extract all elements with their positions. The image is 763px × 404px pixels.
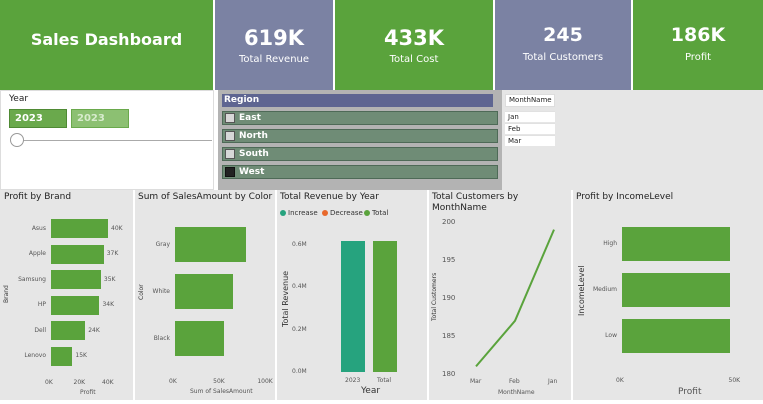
checkbox-icon[interactable]: [225, 131, 235, 141]
checkbox-icon[interactable]: [225, 149, 235, 159]
profit-by-income-panel: Profit by IncomeLevel: [573, 190, 763, 400]
kpi-value: 186K: [670, 24, 726, 46]
kpi-value: 433K: [383, 26, 445, 50]
region-item-label: North: [239, 131, 268, 141]
kpi-total-cost: 433K Total Cost: [335, 0, 493, 90]
region-item-west[interactable]: West: [222, 165, 498, 179]
year-slider-track: [12, 140, 212, 141]
profit-by-brand-panel: Profit by Brand: [0, 190, 133, 400]
kpi-label: Total Revenue: [238, 54, 310, 65]
region-item-label: East: [239, 113, 261, 123]
region-slicer-title: Region: [222, 94, 493, 107]
checkbox-icon[interactable]: [225, 113, 235, 123]
chart-title: Profit by IncomeLevel: [576, 192, 674, 202]
dashboard-title: Sales Dashboard: [0, 0, 213, 90]
region-item-label: South: [239, 149, 269, 159]
month-slicer-title: MonthName: [505, 94, 555, 107]
chart-title: Total Revenue by Year: [280, 192, 379, 202]
kpi-total-customers: 245 Total Customers: [495, 0, 631, 90]
revenue-by-year-panel: Total Revenue by Year: [277, 190, 427, 400]
kpi-value: 619K: [243, 26, 305, 50]
kpi-profit: 186K Profit: [633, 0, 763, 90]
sales-by-color-panel: Sum of SalesAmount by Color: [135, 190, 275, 400]
month-item-jan[interactable]: Jan: [505, 111, 555, 122]
month-item-mar[interactable]: Mar: [505, 135, 555, 146]
kpi-label: Profit: [684, 52, 712, 63]
month-item-feb[interactable]: Feb: [505, 123, 555, 134]
region-item-north[interactable]: North: [222, 129, 498, 143]
chart-title: Profit by Brand: [4, 192, 72, 202]
customers-by-month-panel: Total Customers by MonthName: [429, 190, 571, 400]
year-slicer-label: Year: [9, 94, 29, 104]
region-item-label: West: [239, 167, 265, 177]
kpi-total-revenue: 619K Total Revenue: [215, 0, 333, 90]
year-end-input[interactable]: 2023: [71, 109, 129, 128]
kpi-label: Total Customers: [522, 52, 604, 63]
checkbox-checked-icon[interactable]: [225, 167, 235, 177]
chart-title: Total Customers by MonthName: [432, 192, 519, 213]
year-start-input[interactable]: 2023: [9, 109, 67, 128]
region-item-south[interactable]: South: [222, 147, 498, 161]
region-item-east[interactable]: East: [222, 111, 498, 125]
year-slider-handle[interactable]: [10, 133, 24, 147]
kpi-label: Total Cost: [389, 54, 439, 65]
kpi-value: 245: [543, 24, 583, 46]
chart-title: Sum of SalesAmount by Color: [138, 192, 273, 202]
